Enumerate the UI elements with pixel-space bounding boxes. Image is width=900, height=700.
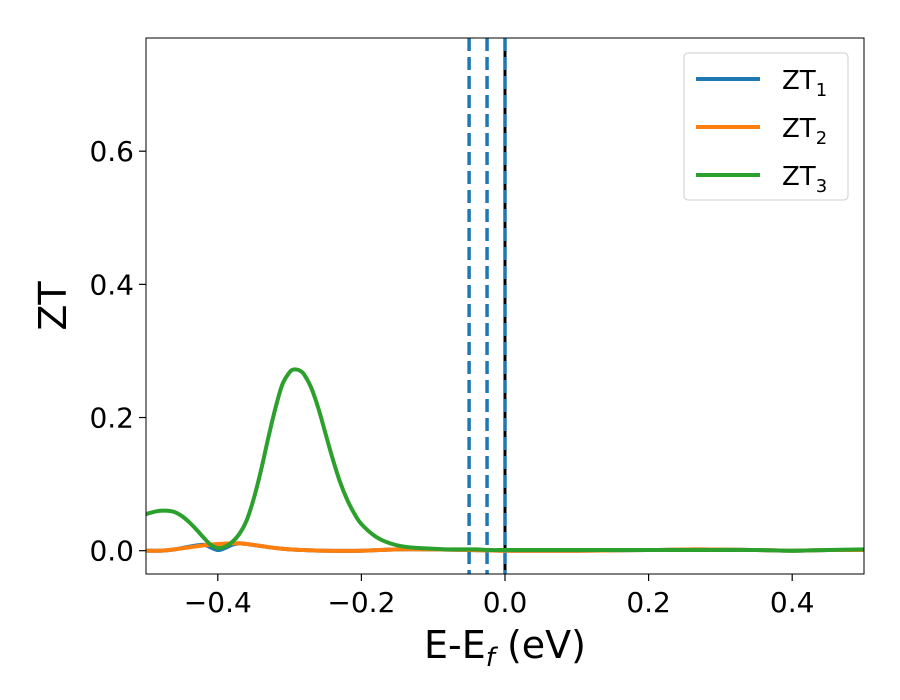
legend-label: ZT1 — [782, 66, 827, 101]
y-tick-label: 0.6 — [89, 135, 134, 168]
legend-label: ZT3 — [782, 162, 827, 197]
y-axis-title: ZT — [31, 281, 75, 331]
y-tick-label: 0.2 — [89, 402, 134, 435]
legend-label: ZT2 — [782, 114, 827, 149]
y-axis-ticks: 0.0 0.2 0.4 0.6 — [89, 135, 146, 568]
x-tick-label: 0.2 — [626, 586, 671, 619]
y-tick-label: 0.0 — [89, 535, 134, 568]
x-axis-title: E-Ef (eV) — [424, 623, 586, 673]
series-line-zt3 — [146, 367, 864, 553]
legend-box — [683, 52, 849, 201]
x-tick-label: −0.4 — [184, 586, 252, 619]
x-axis-label: E-Ef (eV) — [424, 623, 586, 673]
series-lines — [146, 367, 864, 553]
y-tick-label: 0.4 — [89, 268, 134, 301]
x-tick-label: 0.4 — [770, 586, 815, 619]
reference-lines — [467, 38, 507, 574]
x-tick-label: −0.2 — [327, 586, 395, 619]
x-axis-ticks: −0.4 −0.2 0.0 0.2 0.4 — [184, 574, 815, 619]
legend: ZT1 ZT2 ZT3 — [683, 52, 849, 201]
y-axis-label: ZT — [31, 281, 75, 331]
x-tick-label: 0.0 — [483, 586, 528, 619]
